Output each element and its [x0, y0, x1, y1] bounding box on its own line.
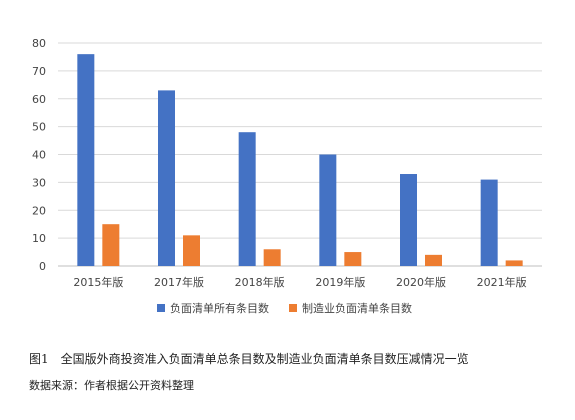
bar-manufacturing-entries [183, 235, 200, 266]
bar-manufacturing-entries [344, 252, 362, 266]
x-tick-label: 2015年版 [73, 275, 123, 289]
bar-chart: 0 10 20 30 40 50 60 70 80 2015年版 2017年版 2018年版 2019… [32, 37, 542, 315]
y-tick-label: 0 [39, 260, 46, 273]
bar-manufacturing-entries [102, 224, 120, 266]
gridlines [58, 42, 542, 267]
bar-manufacturing-entries [263, 249, 281, 266]
x-tick-label: 2019年版 [315, 275, 365, 289]
bar-total-entries [238, 132, 256, 266]
y-axis-ticks: 0 10 20 30 40 50 60 70 80 [32, 37, 46, 273]
y-tick-label: 10 [32, 232, 46, 245]
x-tick-label: 2021年版 [477, 275, 527, 289]
bars [77, 54, 523, 267]
y-tick-label: 30 [32, 176, 46, 189]
bar-manufacturing-entries [505, 260, 523, 266]
bar-total-entries [319, 154, 337, 266]
legend-swatch-total [157, 304, 165, 312]
legend: 负面清单所有条目数 制造业负面清单条目数 [157, 301, 412, 315]
figure-caption: 图1 全国版外商投资准入负面清单总条目数及制造业负面清单条目数压减情况一览 [29, 352, 469, 366]
y-tick-label: 40 [32, 149, 46, 162]
y-tick-label: 70 [32, 65, 46, 78]
legend-swatch-manufacturing [289, 304, 297, 312]
bar-total-entries [480, 179, 498, 266]
y-tick-label: 60 [32, 93, 46, 106]
x-tick-label: 2017年版 [154, 275, 204, 289]
bar-total-entries [158, 90, 175, 266]
x-axis-ticks: 2015年版 2017年版 2018年版 2019年版 2020年版 2021年版 [73, 275, 526, 289]
x-tick-label: 2020年版 [396, 275, 446, 289]
legend-label-manufacturing: 制造业负面清单条目数 [302, 301, 412, 315]
legend-label-total: 负面清单所有条目数 [170, 301, 269, 315]
bar-total-entries [400, 174, 417, 266]
x-tick-label: 2018年版 [235, 275, 285, 289]
y-tick-label: 80 [32, 37, 46, 50]
y-tick-label: 50 [32, 121, 46, 134]
y-tick-label: 20 [32, 204, 46, 217]
bar-total-entries [77, 54, 95, 267]
bar-manufacturing-entries [425, 254, 442, 266]
data-source-note: 数据来源：作者根据公开资料整理 [29, 379, 194, 392]
